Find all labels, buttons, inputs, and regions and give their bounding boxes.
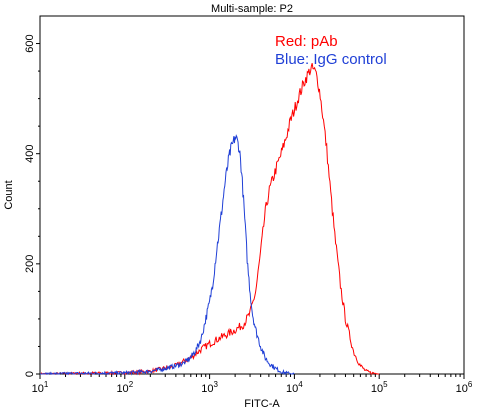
x-tick-label: 104 bbox=[286, 380, 303, 395]
y-tick-label: 200 bbox=[24, 255, 36, 273]
series-line-red bbox=[40, 63, 380, 376]
legend-entry-red: Red: pAb bbox=[275, 33, 338, 50]
legend-entry-blue: Blue: IgG control bbox=[275, 51, 387, 68]
x-tick-label: 102 bbox=[116, 380, 133, 395]
series-layer bbox=[40, 63, 380, 376]
legend: Red: pAb Blue: IgG control bbox=[275, 33, 387, 68]
y-tick-label: 400 bbox=[24, 145, 36, 163]
y-axis-label: Count bbox=[3, 180, 15, 209]
y-tick-label: 600 bbox=[24, 34, 36, 52]
y-axis-ticks: 0 200 400 600 bbox=[24, 34, 40, 377]
x-tick-label: 101 bbox=[32, 380, 49, 395]
x-axis-ticks: 101 102 103 104 105 106 bbox=[32, 374, 473, 395]
x-tick-label: 105 bbox=[371, 380, 388, 395]
plot-frame bbox=[39, 15, 465, 375]
x-tick-label: 106 bbox=[456, 380, 473, 395]
x-axis-label: FITC-A bbox=[244, 398, 280, 410]
y-tick-label: 0 bbox=[24, 371, 36, 377]
chart-title: Multi-sample: P2 bbox=[211, 3, 293, 15]
series-line-blue bbox=[40, 134, 295, 376]
x-tick-label: 103 bbox=[201, 380, 218, 395]
